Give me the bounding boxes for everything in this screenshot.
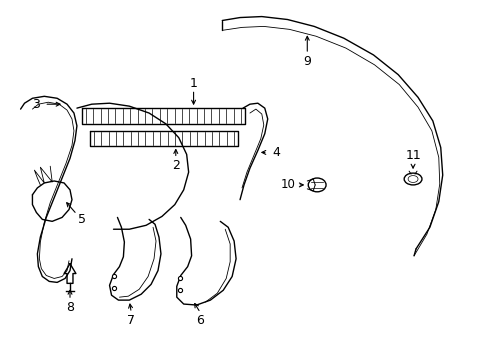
Text: 6: 6 (196, 314, 204, 327)
Text: 5: 5 (78, 213, 86, 226)
Text: 4: 4 (272, 146, 280, 159)
Text: 11: 11 (405, 149, 420, 162)
Text: 9: 9 (303, 55, 310, 68)
Text: 3: 3 (32, 98, 40, 111)
Text: 1: 1 (189, 77, 197, 90)
Text: 10: 10 (281, 179, 295, 192)
Text: 8: 8 (66, 301, 74, 315)
Text: 7: 7 (127, 314, 135, 327)
Text: 2: 2 (171, 159, 180, 172)
